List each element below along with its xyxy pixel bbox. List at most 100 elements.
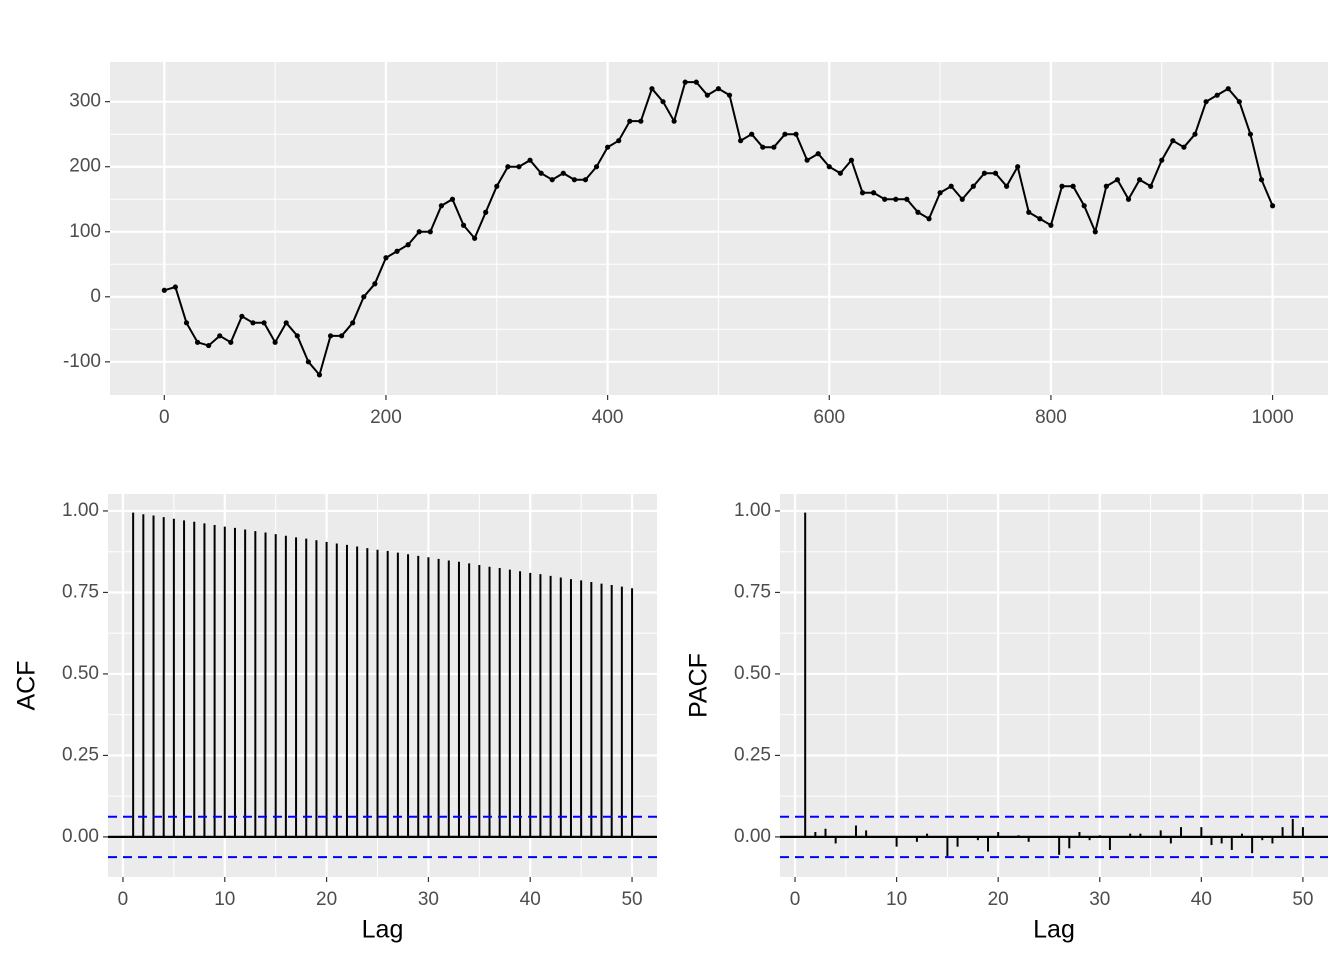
point bbox=[339, 333, 345, 339]
y-tick-label: 0 bbox=[90, 286, 101, 307]
x-tick-label: 800 bbox=[1035, 407, 1067, 428]
point bbox=[394, 248, 400, 254]
point bbox=[361, 294, 367, 300]
point bbox=[1070, 183, 1076, 189]
y-tick-label: 100 bbox=[69, 221, 101, 242]
point bbox=[183, 320, 190, 326]
point bbox=[305, 359, 311, 365]
y-tick-label: 0.75 bbox=[734, 581, 771, 602]
y-tick-label: 0.75 bbox=[62, 581, 99, 602]
y-axis-title: PACF bbox=[685, 653, 713, 718]
point bbox=[837, 170, 843, 176]
x-tick-label: 1000 bbox=[1251, 407, 1293, 428]
point bbox=[1225, 86, 1231, 92]
point bbox=[350, 320, 356, 326]
x-tick-label: 400 bbox=[592, 407, 624, 428]
point bbox=[937, 190, 943, 196]
point bbox=[671, 118, 677, 124]
point bbox=[815, 151, 821, 157]
x-tick-label: 10 bbox=[886, 889, 907, 910]
point bbox=[460, 222, 467, 228]
point bbox=[472, 235, 478, 241]
point bbox=[760, 144, 766, 150]
point bbox=[172, 284, 178, 290]
point bbox=[549, 177, 555, 183]
x-tick-label: 10 bbox=[214, 889, 235, 910]
point bbox=[505, 164, 511, 170]
point bbox=[1003, 183, 1010, 189]
point bbox=[1081, 203, 1087, 209]
point bbox=[882, 196, 888, 202]
point bbox=[793, 131, 799, 137]
y-tick-label: 0.00 bbox=[734, 826, 771, 847]
point bbox=[1192, 131, 1198, 137]
point bbox=[1048, 222, 1054, 228]
point bbox=[372, 281, 378, 287]
point bbox=[483, 209, 489, 215]
point bbox=[228, 339, 234, 345]
point bbox=[660, 99, 666, 105]
x-tick-label: 20 bbox=[316, 889, 337, 910]
point bbox=[738, 138, 744, 144]
x-tick-label: 20 bbox=[988, 889, 1009, 910]
y-tick-label: 300 bbox=[69, 91, 101, 112]
y-tick-label: 1.00 bbox=[734, 500, 771, 521]
point bbox=[1059, 183, 1065, 189]
point bbox=[593, 164, 600, 170]
point bbox=[959, 196, 965, 202]
point bbox=[1103, 183, 1109, 189]
point bbox=[272, 339, 278, 345]
point bbox=[438, 203, 444, 209]
point bbox=[1236, 99, 1242, 105]
y-tick-label: 1.00 bbox=[62, 500, 99, 521]
point bbox=[904, 196, 910, 202]
point bbox=[1136, 177, 1143, 183]
point bbox=[194, 339, 201, 345]
x-tick-label: 50 bbox=[1292, 889, 1313, 910]
point bbox=[1092, 229, 1098, 235]
point bbox=[161, 287, 167, 293]
point bbox=[1258, 177, 1265, 183]
x-tick-label: 40 bbox=[1191, 889, 1212, 910]
point bbox=[893, 196, 899, 202]
point bbox=[859, 190, 866, 196]
point bbox=[239, 313, 245, 319]
point bbox=[1247, 131, 1254, 137]
point bbox=[871, 190, 877, 196]
y-tick-label: 0.00 bbox=[62, 826, 99, 847]
y-axis-title: ACF bbox=[13, 661, 41, 711]
point bbox=[726, 92, 733, 98]
point bbox=[206, 342, 212, 349]
panel-background bbox=[108, 494, 657, 877]
y-tick-label: 0.25 bbox=[734, 744, 771, 765]
point bbox=[682, 79, 688, 85]
panel-background bbox=[110, 62, 1328, 395]
point bbox=[1170, 138, 1176, 144]
point bbox=[848, 157, 855, 163]
point bbox=[915, 209, 921, 215]
point bbox=[560, 170, 566, 176]
panel-background bbox=[780, 494, 1328, 877]
point bbox=[582, 177, 589, 183]
point bbox=[217, 333, 223, 339]
x-tick-label: 600 bbox=[813, 407, 845, 428]
point bbox=[826, 164, 832, 170]
point bbox=[926, 216, 932, 222]
point bbox=[1269, 203, 1276, 209]
x-tick-label: 0 bbox=[790, 889, 801, 910]
x-axis-title: Lag bbox=[362, 916, 404, 944]
point bbox=[261, 320, 267, 326]
point bbox=[605, 144, 611, 150]
x-tick-label: 0 bbox=[159, 407, 170, 428]
point bbox=[250, 320, 256, 326]
y-tick-label: -100 bbox=[63, 351, 101, 372]
x-tick-label: 200 bbox=[370, 407, 402, 428]
x-tick-label: 30 bbox=[1089, 889, 1110, 910]
point bbox=[527, 157, 533, 163]
point bbox=[616, 138, 622, 144]
point bbox=[1159, 157, 1165, 163]
point bbox=[1203, 99, 1209, 105]
x-axis-title: Lag bbox=[1033, 916, 1075, 944]
y-tick-label: 0.50 bbox=[62, 663, 99, 684]
